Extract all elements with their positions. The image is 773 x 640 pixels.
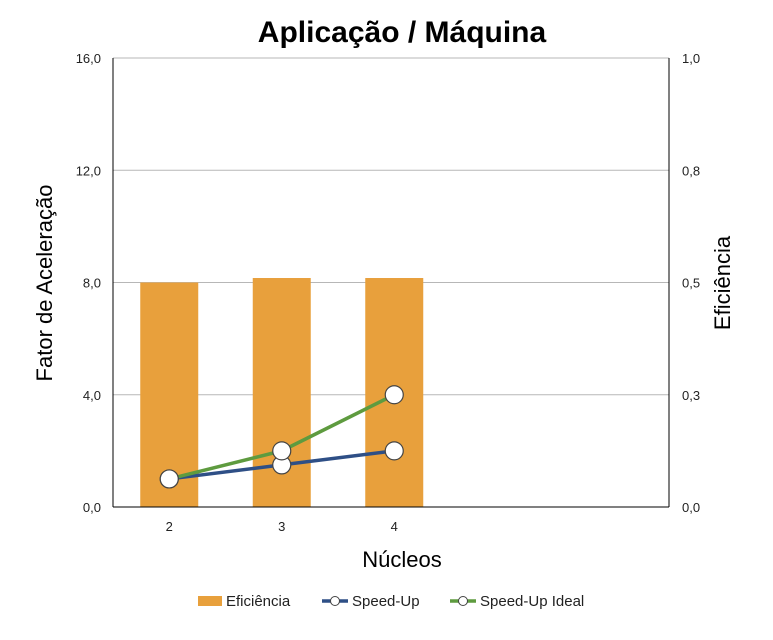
y-tick-label: 0,0 <box>83 500 101 515</box>
y2-tick-label: 0,3 <box>682 388 700 403</box>
x-tick-label: 3 <box>278 519 285 534</box>
legend-label: Eficiência <box>226 593 291 610</box>
legend-label: Speed-Up Ideal <box>480 593 584 610</box>
legend: Eficiência Speed-Up Speed-Up Ideal <box>198 593 584 610</box>
y-tick-label: 16,0 <box>76 51 101 66</box>
y2-tick-label: 0,5 <box>682 276 700 291</box>
y2-tick-label: 0,0 <box>682 500 700 515</box>
x-tick-label: 2 <box>166 519 173 534</box>
y-axis-title: Fator de Aceleração <box>32 185 57 382</box>
point-speed-up <box>384 441 404 461</box>
x-tick-label: 4 <box>391 519 398 534</box>
y-tick-label: 12,0 <box>76 163 101 178</box>
legend-swatch <box>198 596 222 606</box>
bars <box>140 278 424 507</box>
chart-title: Aplicação / Máquina <box>258 16 547 49</box>
y-tick-label: 4,0 <box>83 388 101 403</box>
lines <box>159 385 404 489</box>
legend-marker <box>330 596 340 606</box>
point-speed-up-ideal <box>159 469 179 489</box>
y2-tick-label: 1,0 <box>682 51 700 66</box>
legend-label: Speed-Up <box>352 593 420 610</box>
legend-marker <box>458 596 468 606</box>
x-axis-title: Núcleos <box>362 547 441 572</box>
point-speed-up-ideal <box>272 441 292 461</box>
y2-tick-label: 0,8 <box>682 163 700 178</box>
axes: 0,0 0,0 4,0 0,3 8,0 0,5 12,0 0,8 16,0 1,0 2 3 4 <box>76 51 700 534</box>
point-speed-up-ideal <box>384 385 404 405</box>
y-tick-label: 8,0 <box>83 276 101 291</box>
y2-axis-title: Eficiência <box>710 235 735 330</box>
